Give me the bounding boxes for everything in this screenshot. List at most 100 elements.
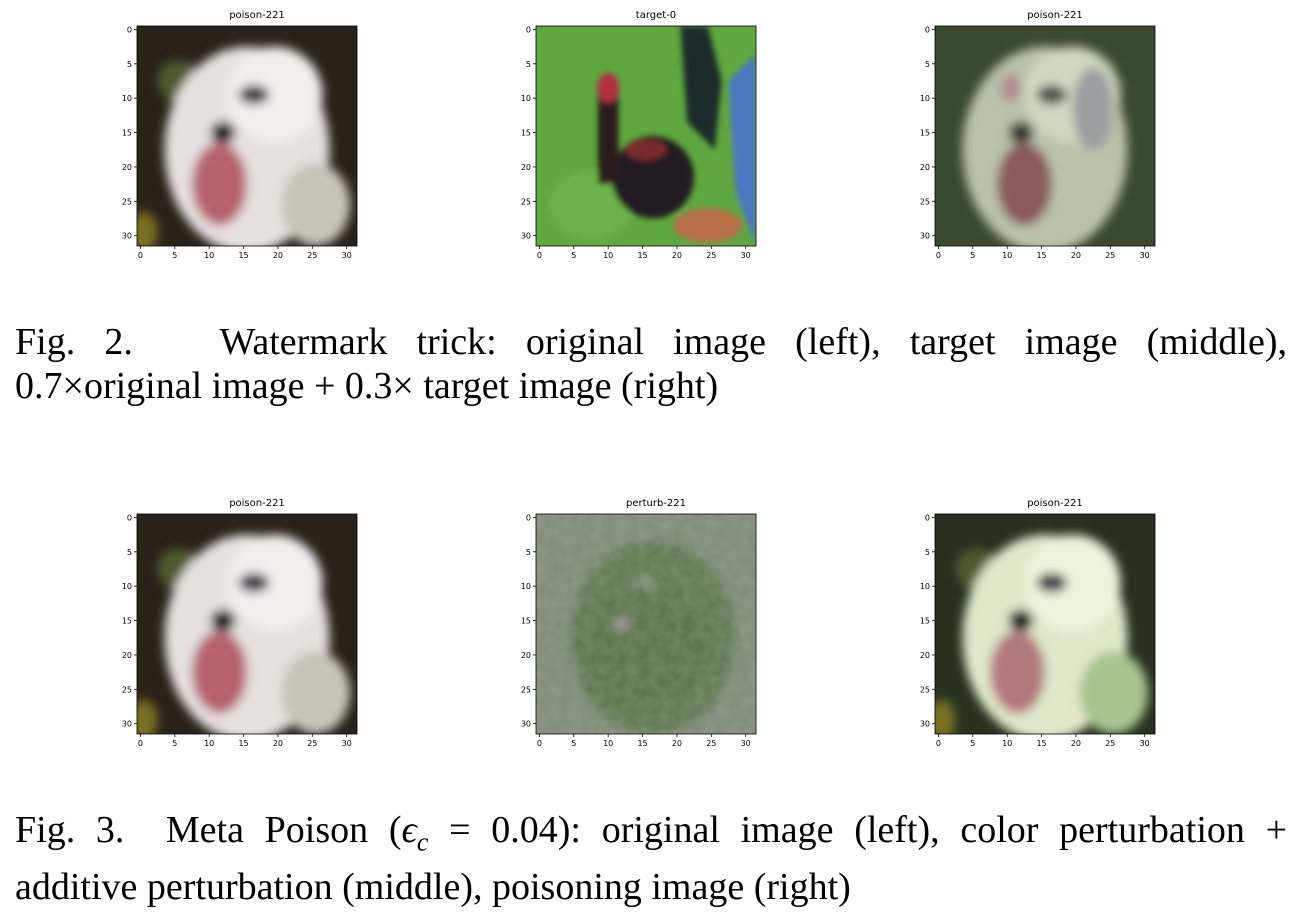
x-tick-label: 0 [138, 739, 143, 748]
x-tick-label: 30 [342, 739, 352, 748]
y-tick-label: 25 [521, 197, 531, 206]
coefficient: 0.3 [344, 365, 393, 407]
y-tick-label: 25 [521, 685, 531, 694]
axes-frame [934, 25, 1156, 247]
y-tick-label: 15 [920, 129, 930, 138]
y-tick-label: 25 [122, 685, 132, 694]
x-tick-label: 5 [172, 739, 177, 748]
panel-title: poison-221 [1027, 10, 1083, 21]
y-tick-label: 25 [122, 197, 132, 206]
image-content [935, 26, 1155, 246]
y-tick-label: 10 [521, 582, 531, 591]
axes-frame [136, 25, 358, 247]
y-tick-label: 15 [122, 617, 132, 626]
x-tick-label: 5 [970, 739, 975, 748]
times-symbol: × [392, 365, 414, 407]
x-tick-label: 30 [342, 251, 352, 260]
x-tick-label: 15 [1036, 251, 1046, 260]
x-tick-label: 20 [1071, 739, 1081, 748]
image-content [536, 514, 756, 734]
fig2-caption: Fig. 2. Watermark trick: original image … [15, 320, 1287, 408]
x-tick-label: 20 [672, 739, 682, 748]
axes-frame [136, 513, 358, 735]
y-tick-label: 10 [920, 94, 930, 103]
fig2-panel-right: poison-221 0 5 10 15 20 25 30 0 5 10 15 20 25 30 [915, 10, 1195, 270]
y-tick-label: 20 [122, 163, 132, 172]
y-tick-label: 15 [521, 617, 531, 626]
coefficient: 0.7 [15, 365, 63, 407]
x-tick-label: 20 [273, 251, 283, 260]
x-tick-label: 15 [238, 739, 248, 748]
y-tick-label: 10 [521, 94, 531, 103]
x-tick-label: 0 [537, 251, 542, 260]
y-tick-label: 10 [920, 582, 930, 591]
x-tick-label: 25 [1105, 739, 1115, 748]
image-content [137, 514, 357, 734]
caption-line-1: Fig. 3. Meta Poison (ϵc = 0.04): origina… [15, 808, 1287, 865]
x-tick-label: 5 [571, 739, 576, 748]
fig2-panel-middle: target-0 0 5 10 15 20 25 30 0 5 10 15 20 25 30 [516, 10, 796, 270]
y-tick-label: 5 [127, 60, 132, 69]
x-tick-label: 20 [1071, 251, 1081, 260]
x-tick-label: 5 [970, 251, 975, 260]
x-tick-label: 10 [1002, 739, 1012, 748]
times-symbol: × [62, 365, 84, 407]
y-tick-label: 0 [127, 513, 132, 522]
caption-text: Meta Poison ( [165, 809, 402, 851]
x-tick-label: 5 [172, 251, 177, 260]
y-tick-label: 30 [521, 720, 531, 729]
caption-text: Watermark trick: original image (left), … [219, 321, 1287, 363]
y-tick-label: 5 [526, 60, 531, 69]
y-tick-label: 20 [122, 651, 132, 660]
y-tick-label: 20 [521, 651, 531, 660]
y-tick-label: 10 [122, 94, 132, 103]
panel-title: poison-221 [229, 498, 285, 509]
image-content [536, 26, 756, 246]
y-tick-label: 0 [127, 25, 132, 34]
x-tick-label: 10 [603, 739, 613, 748]
y-tick-label: 20 [920, 163, 930, 172]
x-tick-label: 10 [603, 251, 613, 260]
y-tick-label: 0 [526, 25, 531, 34]
x-tick-label: 20 [273, 739, 283, 748]
x-tick-label: 15 [637, 739, 647, 748]
x-tick-label: 30 [741, 739, 751, 748]
plus-symbol: + [313, 365, 336, 407]
y-tick-label: 30 [122, 720, 132, 729]
fig3-caption: Fig. 3. Meta Poison (ϵc = 0.04): origina… [15, 808, 1287, 909]
fig3-panel-right: poison-221 0 5 10 15 20 25 30 0 5 10 15 20 25 30 [915, 498, 1195, 758]
caption-text: ): original image (left), color perturba… [557, 809, 1288, 851]
y-tick-label: 5 [925, 60, 930, 69]
x-tick-label: 25 [706, 251, 716, 260]
caption-text: original image [83, 365, 305, 407]
y-tick-label: 5 [127, 548, 132, 557]
axes-frame [535, 25, 757, 247]
x-tick-label: 30 [1140, 739, 1150, 748]
x-tick-label: 0 [936, 251, 941, 260]
y-tick-label: 5 [925, 548, 930, 557]
y-tick-label: 20 [920, 651, 930, 660]
fig3-panel-left: poison-221 0 5 10 15 20 25 30 0 5 10 15 20 25 30 [117, 498, 397, 758]
x-tick-label: 15 [238, 251, 248, 260]
y-tick-label: 30 [122, 232, 132, 241]
fig-label: Fig. 2. [15, 321, 133, 363]
y-tick-label: 30 [521, 232, 531, 241]
y-tick-label: 0 [526, 513, 531, 522]
image-content [137, 26, 357, 246]
y-tick-label: 15 [920, 617, 930, 626]
epsilon-symbol: ϵ [401, 809, 417, 851]
y-tick-label: 25 [920, 685, 930, 694]
caption-line-2: 0.7×original image + 0.3× target image (… [15, 364, 1287, 408]
y-tick-label: 15 [122, 129, 132, 138]
y-tick-label: 30 [920, 720, 930, 729]
x-tick-label: 15 [1036, 739, 1046, 748]
x-tick-label: 15 [637, 251, 647, 260]
subscript: c [416, 827, 429, 857]
equation-value: = 0.04 [449, 809, 558, 851]
panel-title: perturb-221 [625, 498, 687, 509]
caption-line-1: Fig. 2. Watermark trick: original image … [15, 320, 1287, 364]
x-tick-label: 25 [307, 251, 317, 260]
panel-title: target-0 [635, 10, 677, 21]
x-tick-label: 25 [706, 739, 716, 748]
axes-frame [934, 513, 1156, 735]
